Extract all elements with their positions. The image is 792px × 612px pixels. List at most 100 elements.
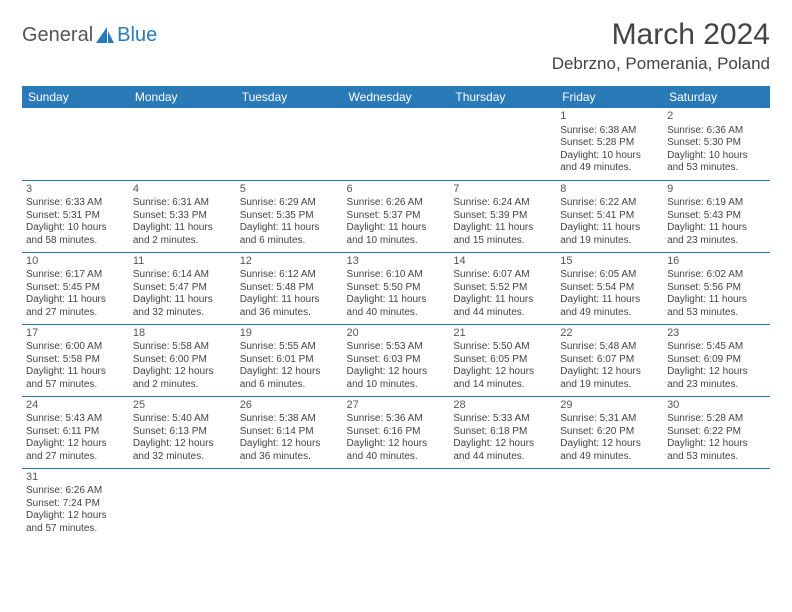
day-number: 31 (26, 471, 125, 485)
day-info-line: Daylight: 12 hours (560, 438, 659, 451)
calendar-row: 3Sunrise: 6:33 AMSunset: 5:31 PMDaylight… (22, 180, 770, 252)
calendar-table: SundayMondayTuesdayWednesdayThursdayFrid… (22, 86, 770, 540)
day-info-line: Sunset: 6:14 PM (240, 426, 339, 439)
calendar-cell-empty (556, 468, 663, 540)
day-info-line: Daylight: 11 hours (560, 222, 659, 235)
day-info-line: Sunset: 6:16 PM (347, 426, 446, 439)
day-number: 18 (133, 327, 232, 341)
day-number: 13 (347, 255, 446, 269)
calendar-cell: 3Sunrise: 6:33 AMSunset: 5:31 PMDaylight… (22, 180, 129, 252)
day-info-line: Daylight: 12 hours (560, 366, 659, 379)
day-info-line: Daylight: 12 hours (667, 366, 766, 379)
day-info-line: Sunrise: 6:12 AM (240, 269, 339, 282)
day-number: 7 (453, 183, 552, 197)
calendar-cell-empty (129, 468, 236, 540)
day-info-line: Sunrise: 5:48 AM (560, 341, 659, 354)
day-info-line: Sunrise: 5:28 AM (667, 413, 766, 426)
day-info-line: Sunrise: 6:14 AM (133, 269, 232, 282)
day-info-line: Daylight: 11 hours (667, 222, 766, 235)
calendar-cell: 2Sunrise: 6:36 AMSunset: 5:30 PMDaylight… (663, 108, 770, 180)
day-info-line: Sunset: 5:50 PM (347, 282, 446, 295)
calendar-cell: 28Sunrise: 5:33 AMSunset: 6:18 PMDayligh… (449, 396, 556, 468)
day-number: 17 (26, 327, 125, 341)
day-info-line: Sunrise: 6:05 AM (560, 269, 659, 282)
calendar-page: General Blue March 2024 Debrzno, Pomeran… (0, 0, 792, 558)
calendar-cell: 1Sunrise: 6:38 AMSunset: 5:28 PMDaylight… (556, 108, 663, 180)
day-info-line: Sunrise: 6:26 AM (26, 485, 125, 498)
day-info-line: Sunset: 5:37 PM (347, 210, 446, 223)
calendar-cell: 24Sunrise: 5:43 AMSunset: 6:11 PMDayligh… (22, 396, 129, 468)
day-info-line: and 27 minutes. (26, 451, 125, 464)
calendar-row: 1Sunrise: 6:38 AMSunset: 5:28 PMDaylight… (22, 108, 770, 180)
day-info-line: Sunset: 5:31 PM (26, 210, 125, 223)
day-number: 15 (560, 255, 659, 269)
day-info-line: and 6 minutes. (240, 379, 339, 392)
day-info-line: and 49 minutes. (560, 307, 659, 320)
calendar-cell: 26Sunrise: 5:38 AMSunset: 6:14 PMDayligh… (236, 396, 343, 468)
calendar-cell: 10Sunrise: 6:17 AMSunset: 5:45 PMDayligh… (22, 252, 129, 324)
day-info-line: Sunset: 5:30 PM (667, 137, 766, 150)
day-info-line: and 53 minutes. (667, 162, 766, 175)
day-info-line: and 36 minutes. (240, 307, 339, 320)
logo: General Blue (22, 24, 157, 47)
day-info-line: Daylight: 12 hours (667, 438, 766, 451)
day-info-line: Sunrise: 6:26 AM (347, 197, 446, 210)
logo-text-b: Blue (117, 24, 157, 47)
day-info-line: Sunset: 6:13 PM (133, 426, 232, 439)
day-info-line: Sunset: 5:47 PM (133, 282, 232, 295)
day-info-line: and 14 minutes. (453, 379, 552, 392)
calendar-cell-empty (236, 108, 343, 180)
day-info-line: Sunrise: 6:31 AM (133, 197, 232, 210)
day-info-line: Daylight: 12 hours (133, 438, 232, 451)
calendar-cell: 4Sunrise: 6:31 AMSunset: 5:33 PMDaylight… (129, 180, 236, 252)
day-info-line: Daylight: 11 hours (347, 222, 446, 235)
day-info-line: and 58 minutes. (26, 235, 125, 248)
day-header: Monday (129, 86, 236, 108)
day-header: Wednesday (343, 86, 450, 108)
day-info-line: Daylight: 11 hours (26, 294, 125, 307)
day-info-line: and 57 minutes. (26, 523, 125, 536)
day-info-line: Sunrise: 5:40 AM (133, 413, 232, 426)
day-info-line: Sunset: 6:11 PM (26, 426, 125, 439)
day-info-line: Daylight: 11 hours (26, 366, 125, 379)
day-info-line: Sunset: 6:09 PM (667, 354, 766, 367)
day-info-line: and 15 minutes. (453, 235, 552, 248)
calendar-cell-empty (236, 468, 343, 540)
day-info-line: Daylight: 11 hours (133, 294, 232, 307)
day-number: 12 (240, 255, 339, 269)
day-info-line: Daylight: 11 hours (453, 222, 552, 235)
day-info-line: and 40 minutes. (347, 307, 446, 320)
calendar-cell: 6Sunrise: 6:26 AMSunset: 5:37 PMDaylight… (343, 180, 450, 252)
calendar-body: 1Sunrise: 6:38 AMSunset: 5:28 PMDaylight… (22, 108, 770, 540)
day-info-line: and 10 minutes. (347, 379, 446, 392)
calendar-cell: 31Sunrise: 6:26 AMSunset: 7:24 PMDayligh… (22, 468, 129, 540)
day-info-line: Sunrise: 5:53 AM (347, 341, 446, 354)
day-info-line: Daylight: 11 hours (240, 222, 339, 235)
day-number: 28 (453, 399, 552, 413)
calendar-cell-empty (129, 108, 236, 180)
day-info-line: Daylight: 10 hours (26, 222, 125, 235)
day-info-line: Sunrise: 6:07 AM (453, 269, 552, 282)
calendar-cell: 5Sunrise: 6:29 AMSunset: 5:35 PMDaylight… (236, 180, 343, 252)
calendar-cell-empty (663, 468, 770, 540)
day-info-line: and 36 minutes. (240, 451, 339, 464)
day-number: 8 (560, 183, 659, 197)
day-info-line: Sunrise: 5:43 AM (26, 413, 125, 426)
day-info-line: Sunset: 5:45 PM (26, 282, 125, 295)
calendar-cell-empty (449, 108, 556, 180)
sail-icon (95, 26, 115, 44)
day-info-line: Sunrise: 6:02 AM (667, 269, 766, 282)
day-info-line: and 19 minutes. (560, 379, 659, 392)
logo-text-a: General (22, 24, 93, 47)
day-info-line: Sunset: 6:00 PM (133, 354, 232, 367)
day-info-line: Sunset: 6:22 PM (667, 426, 766, 439)
day-header: Sunday (22, 86, 129, 108)
calendar-cell: 8Sunrise: 6:22 AMSunset: 5:41 PMDaylight… (556, 180, 663, 252)
day-number: 16 (667, 255, 766, 269)
day-info-line: and 19 minutes. (560, 235, 659, 248)
day-info-line: and 53 minutes. (667, 451, 766, 464)
day-number: 20 (347, 327, 446, 341)
day-info-line: Sunset: 6:20 PM (560, 426, 659, 439)
day-header: Friday (556, 86, 663, 108)
day-info-line: Sunrise: 6:36 AM (667, 125, 766, 138)
